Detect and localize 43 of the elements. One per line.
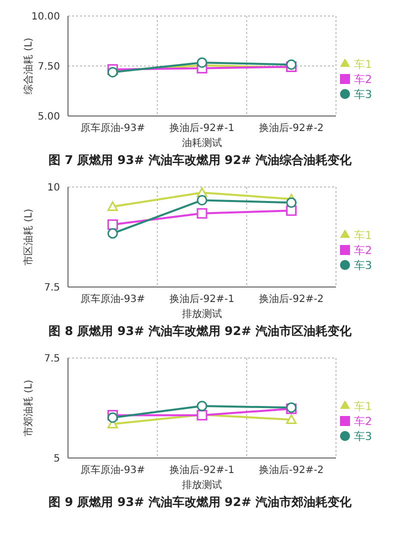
x-axis-title: 油耗测试 xyxy=(182,137,222,149)
legend-label: 车2 xyxy=(354,414,372,428)
y-axis-title: 市区油耗 (L) xyxy=(22,208,35,266)
x-axis-title: 排放测试 xyxy=(182,479,222,491)
y-axis-title: 市郊油耗 (L) xyxy=(22,380,35,436)
point xyxy=(107,219,118,230)
legend-label: 车2 xyxy=(354,244,372,256)
point xyxy=(196,194,208,206)
y-tick-label: 5 xyxy=(54,454,60,465)
legend-label: 车3 xyxy=(354,258,372,272)
legend-label: 车1 xyxy=(354,400,372,412)
point xyxy=(286,414,297,424)
y-tick-label: 5.00 xyxy=(38,112,60,123)
y-axis-title: 综合油耗 (L) xyxy=(22,38,35,94)
x-tick-label: 换油后-92#-2 xyxy=(258,293,324,306)
y-tick-label: 7.5 xyxy=(44,354,60,365)
point xyxy=(196,208,208,219)
x-tick-label: 换油后-92#-1 xyxy=(170,464,234,476)
legend-label: 车1 xyxy=(354,58,372,70)
point xyxy=(196,400,208,412)
point xyxy=(107,412,118,423)
y-tick-label: 7.50 xyxy=(38,62,60,73)
point xyxy=(107,228,118,239)
y-tick-label: 10.00 xyxy=(31,12,60,23)
x-tick-label: 原车原油-93# xyxy=(80,293,146,306)
text: 图 8 原燃用 93# 汽油车改燃用 92# 汽油市区油耗变化 xyxy=(48,323,352,340)
legend-label: 车3 xyxy=(354,430,372,442)
point xyxy=(286,197,297,208)
x-tick-label: 换油后-92#-1 xyxy=(170,293,234,306)
x-tick-label: 换油后-92#-1 xyxy=(170,122,234,134)
text: 图 9 原燃用 93# 汽油车改燃用 92# 汽油市郊油耗变化 xyxy=(48,494,352,511)
x-tick-label: 换油后-92#-2 xyxy=(258,122,324,134)
point xyxy=(107,201,118,211)
x-axis-title: 排放测试 xyxy=(182,308,222,320)
legend-label: 车2 xyxy=(354,72,372,86)
x-tick-label: 原车原油-93# xyxy=(80,464,146,476)
x-tick-label: 原车原油-93# xyxy=(80,122,146,134)
x-tick-label: 换油后-92#-2 xyxy=(258,464,324,476)
y-tick-label: 10 xyxy=(47,182,60,194)
y-tick-label: 7.5 xyxy=(44,282,60,294)
text: 图 7 原燃用 93# 汽油车改燃用 92# 汽油综合油耗变化 xyxy=(48,152,352,169)
legend-label: 车3 xyxy=(354,88,372,100)
legend-label: 车1 xyxy=(354,228,372,242)
